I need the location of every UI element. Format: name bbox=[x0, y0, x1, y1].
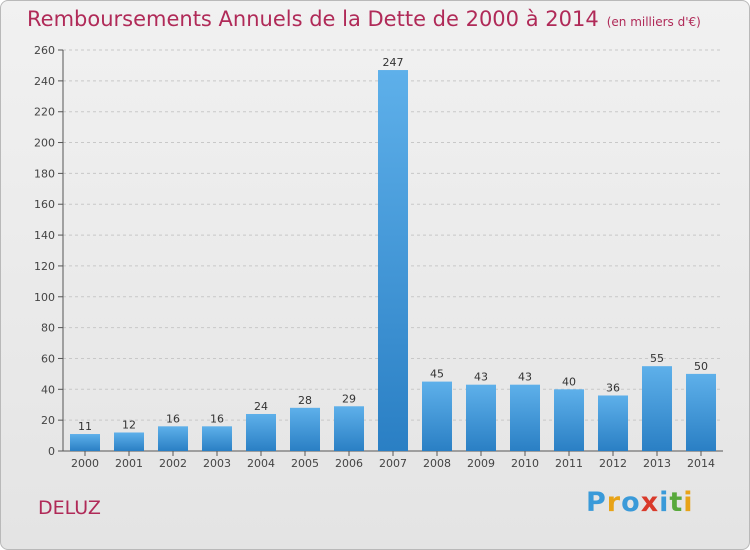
x-tick-label: 2005 bbox=[291, 457, 319, 470]
proxiti-logo: Proxiti bbox=[586, 487, 694, 518]
logo-letter: x bbox=[640, 487, 660, 518]
x-tick-label: 2003 bbox=[203, 457, 231, 470]
bar-value-label: 50 bbox=[694, 360, 708, 373]
bar-value-label: 45 bbox=[430, 368, 444, 381]
y-tick-label: 80 bbox=[41, 322, 55, 335]
x-tick-label: 2013 bbox=[643, 457, 671, 470]
bar-2013 bbox=[642, 366, 672, 451]
bar-value-label: 28 bbox=[298, 394, 312, 407]
bar-2012 bbox=[598, 395, 628, 451]
chart-subtitle: (en milliers d'€) bbox=[606, 15, 701, 29]
x-tick-label: 2009 bbox=[467, 457, 495, 470]
bar-2000 bbox=[70, 434, 100, 451]
bar-2007 bbox=[378, 70, 408, 452]
logo-letter: o bbox=[621, 487, 641, 518]
y-tick-label: 180 bbox=[34, 167, 55, 180]
commune-name: DELUZ bbox=[38, 497, 101, 519]
y-tick-label: 140 bbox=[34, 229, 55, 242]
bar-value-label: 12 bbox=[122, 418, 136, 431]
y-tick-label: 200 bbox=[34, 137, 55, 150]
chart-title: Remboursements Annuels de la Dette de 20… bbox=[27, 7, 701, 31]
bar-2002 bbox=[158, 426, 188, 451]
logo-letter: i bbox=[659, 487, 670, 518]
bar-2005 bbox=[290, 407, 320, 451]
bar-2003 bbox=[202, 426, 232, 451]
bar-2006 bbox=[334, 406, 364, 451]
y-tick-label: 20 bbox=[41, 414, 55, 427]
bar-value-label: 247 bbox=[383, 56, 404, 69]
bar-2001 bbox=[114, 432, 144, 451]
bar-value-label: 55 bbox=[650, 352, 664, 365]
x-tick-label: 2006 bbox=[335, 457, 363, 470]
y-tick-label: 240 bbox=[34, 75, 55, 88]
x-tick-label: 2014 bbox=[687, 457, 715, 470]
bar-value-label: 11 bbox=[78, 420, 92, 433]
y-tick-label: 120 bbox=[34, 260, 55, 273]
y-tick-label: 60 bbox=[41, 352, 55, 365]
y-tick-label: 0 bbox=[48, 445, 55, 458]
bar-2009 bbox=[466, 384, 496, 451]
x-tick-label: 2012 bbox=[599, 457, 627, 470]
x-tick-label: 2007 bbox=[379, 457, 407, 470]
bar-value-label: 16 bbox=[166, 412, 180, 425]
bar-2008 bbox=[422, 381, 452, 451]
x-tick-label: 2000 bbox=[71, 457, 99, 470]
title-text: Remboursements Annuels de la Dette de 20… bbox=[27, 7, 599, 31]
x-tick-label: 2008 bbox=[423, 457, 451, 470]
logo-letter: i bbox=[683, 487, 694, 518]
y-tick-label: 40 bbox=[41, 383, 55, 396]
bar-2011 bbox=[554, 389, 584, 451]
x-tick-label: 2011 bbox=[555, 457, 583, 470]
bar-2010 bbox=[510, 384, 540, 451]
bar-value-label: 36 bbox=[606, 381, 620, 394]
logo-letter: t bbox=[669, 487, 684, 518]
y-tick-label: 260 bbox=[34, 44, 55, 57]
x-tick-label: 2010 bbox=[511, 457, 539, 470]
bar-value-label: 40 bbox=[562, 375, 576, 388]
y-tick-label: 220 bbox=[34, 106, 55, 119]
bar-value-label: 43 bbox=[474, 371, 488, 384]
bar-2014 bbox=[686, 373, 716, 451]
x-tick-label: 2001 bbox=[115, 457, 143, 470]
bar-value-label: 16 bbox=[210, 412, 224, 425]
bar-2004 bbox=[246, 413, 276, 451]
logo-letter: P bbox=[586, 487, 607, 518]
bar-value-label: 29 bbox=[342, 392, 356, 405]
bar-value-label: 43 bbox=[518, 371, 532, 384]
x-tick-label: 2004 bbox=[247, 457, 275, 470]
y-tick-label: 100 bbox=[34, 291, 55, 304]
logo-letter: r bbox=[606, 487, 622, 518]
x-tick-label: 2002 bbox=[159, 457, 187, 470]
y-tick-label: 160 bbox=[34, 198, 55, 211]
bar-value-label: 24 bbox=[254, 400, 268, 413]
